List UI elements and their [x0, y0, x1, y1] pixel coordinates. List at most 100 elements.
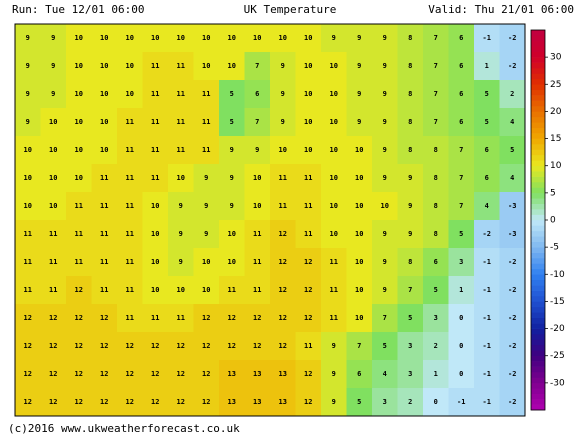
temp-value: 12 — [75, 398, 83, 406]
temp-cell — [448, 360, 475, 389]
temp-cell — [40, 136, 67, 165]
temp-value: 8 — [408, 118, 412, 126]
temp-value: 11 — [253, 286, 261, 294]
temp-value: 11 — [126, 286, 134, 294]
colorbar-label: 20 — [550, 107, 562, 117]
temp-value: 10 — [202, 258, 210, 266]
temp-cell — [117, 276, 143, 305]
temp-cell — [499, 108, 526, 137]
colorbar-segment — [531, 252, 545, 259]
temp-value: 8 — [408, 34, 412, 42]
temp-value: -1 — [483, 34, 491, 42]
colorbar-segment — [531, 274, 545, 281]
colorbar-segment — [531, 165, 545, 172]
temp-cell — [474, 24, 500, 53]
temp-value: 10 — [355, 230, 363, 238]
temp-value: 12 — [49, 314, 57, 322]
temp-cell — [66, 388, 92, 417]
temp-cell — [40, 192, 67, 221]
temp-value: 12 — [75, 342, 83, 350]
temp-cell — [168, 304, 194, 333]
colorbar-segment — [531, 95, 545, 101]
temp-value: 10 — [330, 62, 338, 70]
temp-value: 0 — [459, 370, 463, 378]
temp-value: 12 — [75, 314, 83, 322]
temp-value: 10 — [75, 174, 83, 182]
temp-value: 3 — [408, 370, 412, 378]
temp-cell — [270, 108, 296, 137]
temp-cell — [142, 360, 169, 389]
colorbar-segment — [531, 247, 545, 253]
temp-value: 10 — [228, 230, 236, 238]
temp-cell — [117, 80, 143, 109]
temp-value: 8 — [408, 258, 412, 266]
temp-cell — [219, 192, 245, 221]
temp-cell — [219, 136, 245, 165]
temp-cell — [321, 332, 347, 361]
temp-cell — [423, 248, 449, 277]
temp-value: 10 — [24, 202, 32, 210]
temp-value: 9 — [230, 202, 234, 210]
temp-value: 8 — [434, 230, 438, 238]
temp-value: 9 — [51, 34, 55, 42]
temp-cell — [66, 52, 92, 81]
temp-value: 9 — [255, 146, 259, 154]
temp-cell — [219, 360, 245, 389]
colorbar-segment — [531, 404, 545, 411]
temp-cell — [66, 136, 92, 165]
temp-value: 11 — [100, 230, 108, 238]
temp-cell — [117, 332, 143, 361]
temp-cell — [117, 24, 143, 53]
temp-value: 10 — [75, 146, 83, 154]
temp-cell — [40, 276, 67, 305]
temp-value: 9 — [383, 146, 387, 154]
temp-cell — [321, 108, 347, 137]
temp-value: 10 — [304, 90, 312, 98]
temp-cell — [372, 24, 398, 53]
temp-cell — [372, 304, 398, 333]
run-time: Run: Tue 12/01 06:00 — [12, 3, 144, 16]
temp-cell — [321, 220, 347, 249]
temp-value: 12 — [24, 398, 32, 406]
temp-cell — [142, 164, 169, 193]
temp-cell — [193, 276, 220, 305]
temp-cell — [91, 332, 118, 361]
temp-value: 9 — [383, 286, 387, 294]
temp-cell — [40, 360, 67, 389]
temp-cell — [15, 24, 41, 53]
colorbar-label: 10 — [550, 161, 562, 171]
temp-value: 11 — [24, 230, 32, 238]
temp-value: 10 — [151, 202, 159, 210]
temp-value: -3 — [508, 230, 516, 238]
temp-value: 10 — [330, 174, 338, 182]
colorbar-label: 5 — [550, 188, 556, 198]
temp-cell — [15, 80, 41, 109]
temp-value: 13 — [228, 370, 236, 378]
temp-cell — [40, 80, 67, 109]
colorbar-segment — [531, 46, 545, 53]
temp-cell — [244, 80, 271, 109]
temp-cell — [168, 136, 194, 165]
temp-cell — [295, 276, 322, 305]
temp-value: 7 — [383, 314, 387, 322]
temp-value: 6 — [459, 62, 463, 70]
temp-value: 13 — [228, 398, 236, 406]
temp-cell — [295, 192, 322, 221]
temp-value: 11 — [151, 146, 159, 154]
temp-cell — [423, 192, 449, 221]
temp-cell — [499, 136, 526, 165]
temp-value: 12 — [151, 342, 159, 350]
temp-cell — [397, 332, 424, 361]
temp-cell — [40, 164, 67, 193]
temp-value: 9 — [383, 230, 387, 238]
temp-cell — [142, 192, 169, 221]
colorbar-segment — [531, 312, 545, 319]
temp-cell — [15, 192, 41, 221]
temp-cell — [295, 52, 322, 81]
temp-cell — [295, 360, 322, 389]
temp-value: 10 — [100, 118, 108, 126]
temp-value: 10 — [279, 146, 287, 154]
temp-cell — [168, 164, 194, 193]
temp-cell — [474, 164, 500, 193]
temp-value: 11 — [126, 146, 134, 154]
